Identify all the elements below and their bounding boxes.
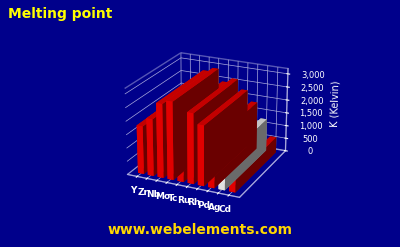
Text: www.webelements.com: www.webelements.com: [108, 223, 292, 237]
Text: Melting point: Melting point: [8, 7, 112, 21]
